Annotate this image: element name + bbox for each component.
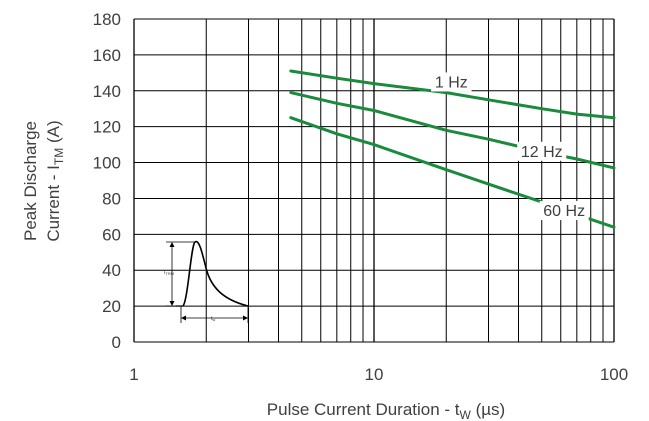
x-axis-title-tail: (µs) bbox=[471, 400, 505, 419]
series-label-bg bbox=[517, 141, 567, 161]
y-axis-title-sub: TM bbox=[52, 148, 66, 165]
x-axis-title-main: Pulse Current Duration - t bbox=[267, 400, 460, 419]
y-tick-label: 120 bbox=[93, 118, 121, 137]
y-axis-title-tail: (A) bbox=[44, 120, 63, 147]
series-label-1: 12 Hz bbox=[517, 141, 567, 161]
series-line bbox=[289, 91, 616, 170]
y-axis-title-line1: Peak Discharge bbox=[21, 121, 40, 241]
y-tick-label: 180 bbox=[93, 10, 121, 29]
pulse-waveform-inset: ITRM tw bbox=[164, 240, 249, 323]
series-label-text: 60 Hz bbox=[543, 203, 585, 220]
series-labels: 1 Hz 12 Hz 60 Hz bbox=[431, 72, 589, 221]
x-axis-title-sub: W bbox=[460, 408, 472, 421]
x-tick-label: 1 bbox=[129, 365, 138, 384]
y-tick-label: 140 bbox=[93, 82, 121, 101]
grid bbox=[133, 18, 615, 343]
y-tick-label: 60 bbox=[102, 225, 121, 244]
x-axis-title: Pulse Current Duration - tW (µs) bbox=[267, 400, 505, 421]
y-axis-title: Peak Discharge Current - ITM (A) bbox=[21, 120, 66, 241]
y-tick-label: 100 bbox=[93, 154, 121, 173]
pulse-width-label: tw bbox=[211, 316, 215, 322]
peak-arrow-bottom bbox=[169, 301, 175, 306]
pulse-waveform-curve bbox=[182, 240, 249, 307]
y-tick-label: 80 bbox=[102, 189, 121, 208]
tick-labels: 0 20 40 60 80 100 120 140 160 180 1 10 100 bbox=[93, 10, 629, 384]
series-label-text: 1 Hz bbox=[435, 74, 468, 91]
x-tick-label: 100 bbox=[600, 365, 628, 384]
width-arrow-right bbox=[243, 315, 248, 321]
y-tick-label: 0 bbox=[112, 333, 121, 352]
series-label-2: 60 Hz bbox=[539, 201, 589, 221]
peak-current-label: ITRM bbox=[164, 270, 174, 276]
series-label-0: 1 Hz bbox=[431, 72, 472, 92]
y-axis-title-line2: Current - ITM (A) bbox=[44, 120, 66, 241]
series-line bbox=[289, 69, 616, 120]
series-label-bg bbox=[539, 201, 589, 221]
peak-arrow-top bbox=[169, 242, 175, 247]
y-tick-label: 160 bbox=[93, 46, 121, 65]
y-tick-label: 40 bbox=[102, 261, 121, 280]
x-tick-label: 10 bbox=[365, 365, 384, 384]
series-label-bg bbox=[431, 72, 472, 92]
y-axis-title-main: Current - I bbox=[44, 165, 63, 242]
series-label-text: 12 Hz bbox=[521, 144, 563, 161]
y-tick-label: 20 bbox=[102, 297, 121, 316]
width-arrow-left bbox=[181, 315, 186, 321]
